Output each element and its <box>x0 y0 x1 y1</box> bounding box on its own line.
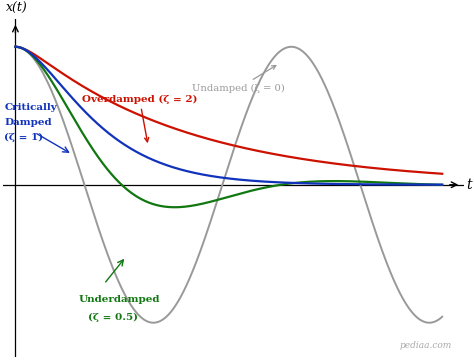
Text: Damped: Damped <box>4 118 52 127</box>
Text: (ζ = 0.5): (ζ = 0.5) <box>88 313 138 322</box>
Text: Overdamped (ζ = 2): Overdamped (ζ = 2) <box>82 95 197 142</box>
Text: pediaa.com: pediaa.com <box>400 341 452 350</box>
Text: x(t): x(t) <box>6 2 27 15</box>
Text: (ζ = 1): (ζ = 1) <box>4 133 44 142</box>
Text: Critically: Critically <box>4 103 57 112</box>
Text: t: t <box>466 178 472 192</box>
Text: Undamped (ζ = 0): Undamped (ζ = 0) <box>192 66 285 93</box>
Text: Underdamped: Underdamped <box>79 295 160 304</box>
